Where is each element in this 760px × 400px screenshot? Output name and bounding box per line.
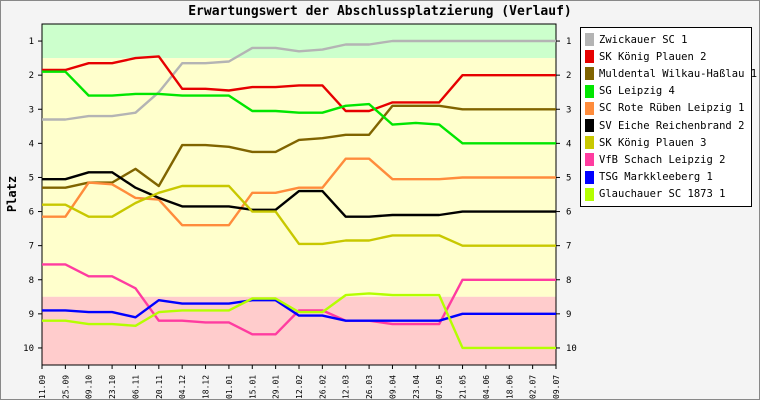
legend-label: TSG Markkleeberg 1 <box>599 171 713 184</box>
y-tick-label-right: 6 <box>566 208 571 218</box>
x-tick-label: 25.09 <box>61 375 70 399</box>
legend-label: Glauchauer SC 1873 1 <box>599 188 726 201</box>
y-tick-label-right: 8 <box>566 276 571 286</box>
y-tick-label-right: 1 <box>566 37 571 47</box>
x-tick-label: 29.01 <box>272 375 281 399</box>
x-tick-label: 09.07 <box>552 375 561 399</box>
x-tick-label: 26.03 <box>365 375 374 399</box>
legend-swatch <box>585 84 594 98</box>
x-tick-label: 04.06 <box>482 375 491 399</box>
legend-item: TSG Markkleeberg 1 <box>585 169 747 186</box>
x-tick-label: 20.11 <box>155 375 164 399</box>
y-tick-label: 1 <box>29 37 34 47</box>
legend-swatch <box>585 33 594 47</box>
chart-title: Erwartungswert der Abschlussplatzierung … <box>188 4 572 19</box>
legend-swatch <box>585 153 594 167</box>
legend-swatch <box>585 50 594 64</box>
x-tick-label: 09.10 <box>85 375 94 399</box>
series-line <box>42 39 556 121</box>
y-tick-label: 2 <box>29 71 34 81</box>
y-tick-label-right: 7 <box>566 242 571 252</box>
series-line <box>42 157 556 227</box>
x-tick-label: 21.05 <box>459 375 468 399</box>
x-tick-label: 12.03 <box>342 375 351 399</box>
legend-swatch <box>585 187 594 201</box>
y-tick-label: 4 <box>29 139 34 149</box>
y-tick-label: 8 <box>29 276 34 286</box>
y-tick-label: 10 <box>23 344 34 354</box>
legend-item: Muldental Wilkau-Haßlau 1 <box>585 65 757 82</box>
x-tick-label: 09.04 <box>388 375 397 399</box>
x-tick-label: 18.06 <box>505 375 514 399</box>
legend-item: SV Eiche Reichenbrand 2 <box>585 117 747 134</box>
y-tick-label-right: 9 <box>566 310 571 320</box>
x-tick-label: 18.12 <box>202 375 211 399</box>
x-tick-label: 26.02 <box>318 375 327 399</box>
legend-label: Zwickauer SC 1 <box>599 33 688 46</box>
legend-item: SG Leipzig 4 <box>585 83 747 100</box>
legend-label: SG Leipzig 4 <box>599 85 675 98</box>
legend-item: Glauchauer SC 1873 1 <box>585 186 747 203</box>
zone-band <box>42 296 556 365</box>
x-tick-label: 06.11 <box>131 375 140 399</box>
legend-label: Muldental Wilkau-Haßlau 1 <box>599 67 758 80</box>
y-tick-label-right: 5 <box>566 173 571 183</box>
legend-swatch <box>585 101 594 115</box>
x-tick-label: 11.09 <box>38 375 47 399</box>
x-tick-label: 07.05 <box>435 375 444 399</box>
x-tick-label: 23.04 <box>412 375 421 399</box>
series-line <box>42 184 556 247</box>
legend-swatch <box>585 136 594 150</box>
legend-item: SK König Plauen 3 <box>585 134 747 151</box>
y-tick-label-right: 3 <box>566 105 571 115</box>
x-tick-label: 15.01 <box>248 375 257 399</box>
legend-label: SK König Plauen 3 <box>599 136 707 149</box>
legend-item: Zwickauer SC 1 <box>585 31 747 48</box>
series-line <box>42 263 556 336</box>
y-tick-label-right: 2 <box>566 71 571 81</box>
legend-label: SC Rote Rüben Leipzig 1 <box>599 102 745 115</box>
legend-swatch <box>585 67 594 81</box>
series-line <box>42 299 556 322</box>
y-tick-label-right: 10 <box>566 344 577 354</box>
series-line <box>42 292 556 350</box>
series-line <box>42 70 556 145</box>
legend-swatch <box>585 119 594 133</box>
legend-label: SK König Plauen 2 <box>599 50 707 63</box>
y-tick-label: 9 <box>29 310 34 320</box>
legend-item: VfB Schach Leipzig 2 <box>585 151 747 168</box>
legend-item: SK König Plauen 2 <box>585 48 747 65</box>
y-tick-label: 7 <box>29 242 34 252</box>
x-tick-label: 04.12 <box>178 375 187 399</box>
x-tick-label: 02.07 <box>529 375 538 399</box>
y-tick-label: 3 <box>29 105 34 115</box>
legend: Zwickauer SC 1 SK König Plauen 2 Muldental… <box>580 27 757 207</box>
legend-label: SV Eiche Reichenbrand 2 <box>599 119 745 132</box>
y-tick-label-right: 4 <box>566 139 571 149</box>
series-line <box>42 104 556 189</box>
legend-item: SC Rote Rüben Leipzig 1 <box>585 100 747 117</box>
x-tick-label: 23.10 <box>108 375 117 399</box>
x-tick-label: 01.01 <box>225 375 234 399</box>
legend-swatch <box>585 170 594 184</box>
series-line <box>42 171 556 218</box>
x-tick-label: 12.02 <box>295 375 304 399</box>
legend-label: VfB Schach Leipzig 2 <box>599 153 726 166</box>
y-tick-label: 6 <box>29 208 34 218</box>
y-tick-label: 5 <box>29 173 34 183</box>
series-line <box>42 55 556 113</box>
